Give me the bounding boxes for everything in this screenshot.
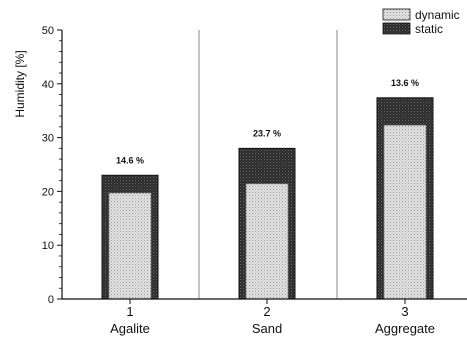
legend-swatch-dynamic	[382, 8, 411, 21]
category-name: Aggregate	[375, 321, 435, 336]
y-tick-label: 0	[48, 294, 54, 306]
bar-annotation: 14.6 %	[116, 155, 144, 165]
category-name: Agalite	[110, 321, 150, 336]
bar-annotation: 13.6 %	[391, 78, 419, 88]
bar-dynamic-2	[245, 183, 289, 300]
y-axis-ticks: 0 10 20 30 40 50	[42, 25, 62, 306]
legend-swatch-static	[382, 22, 411, 35]
bar-annotation: 23.7 %	[253, 128, 281, 138]
category-name: Sand	[252, 321, 282, 336]
x-axis-ticks: 1 Agalite 2 Sand 3 Aggregate	[110, 299, 435, 336]
x-tick-label: 3	[401, 304, 408, 319]
bar-dynamic-3	[383, 124, 427, 300]
y-axis-title: Humidity [%]	[13, 50, 27, 117]
y-tick-label: 50	[42, 25, 54, 37]
y-tick-label: 30	[42, 133, 54, 145]
bar-dynamic-1	[108, 192, 152, 300]
y-tick-label: 10	[42, 240, 54, 252]
bars	[101, 97, 434, 300]
bar-annotations: 14.6 % 23.7 % 13.6 %	[116, 78, 419, 165]
x-tick-label: 1	[126, 304, 133, 319]
legend-label-static: static	[415, 22, 443, 36]
category-separators	[198, 30, 338, 299]
x-tick-label: 2	[263, 304, 270, 319]
y-tick-label: 40	[42, 79, 54, 91]
legend-label-dynamic: dynamic	[415, 8, 460, 22]
y-tick-label: 20	[42, 186, 54, 198]
